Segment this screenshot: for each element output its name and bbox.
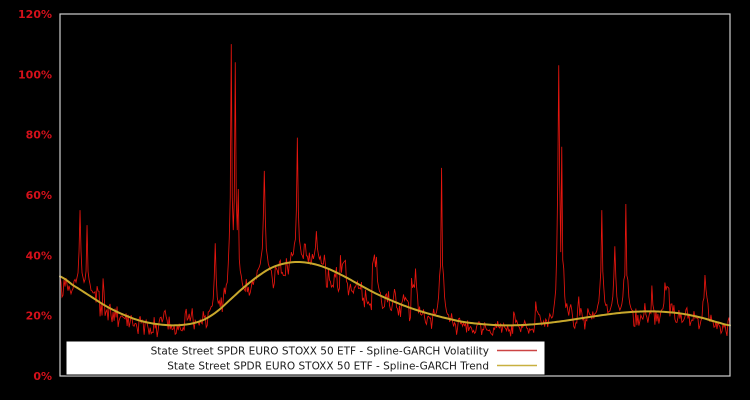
legend-entry-label: State Street SPDR EURO STOXX 50 ETF - Sp… <box>151 346 489 358</box>
y-axis-tick-label: 40% <box>26 249 52 262</box>
y-axis-tick-label: 100% <box>18 68 52 81</box>
legend-entry-label: State Street SPDR EURO STOXX 50 ETF - Sp… <box>167 361 489 373</box>
y-axis-tick-labels: 0% 20% 40% 60% 80% 100% 120% <box>18 8 52 383</box>
plot-area-frame <box>59 13 731 377</box>
y-axis-tick-label: 120% <box>18 8 52 21</box>
legend-background <box>65 340 546 376</box>
chart-series-group <box>59 44 731 338</box>
y-axis-tick-label: 0% <box>33 370 52 383</box>
y-axis-tick-label: 20% <box>26 310 52 323</box>
y-axis-tick-label: 80% <box>26 129 52 142</box>
series-line-trend <box>59 260 731 327</box>
y-axis-tick-label: 60% <box>26 189 52 202</box>
chart-legend[interactable]: State Street SPDR EURO STOXX 50 ETF - Sp… <box>65 340 546 376</box>
series-line-volatility <box>59 44 731 338</box>
